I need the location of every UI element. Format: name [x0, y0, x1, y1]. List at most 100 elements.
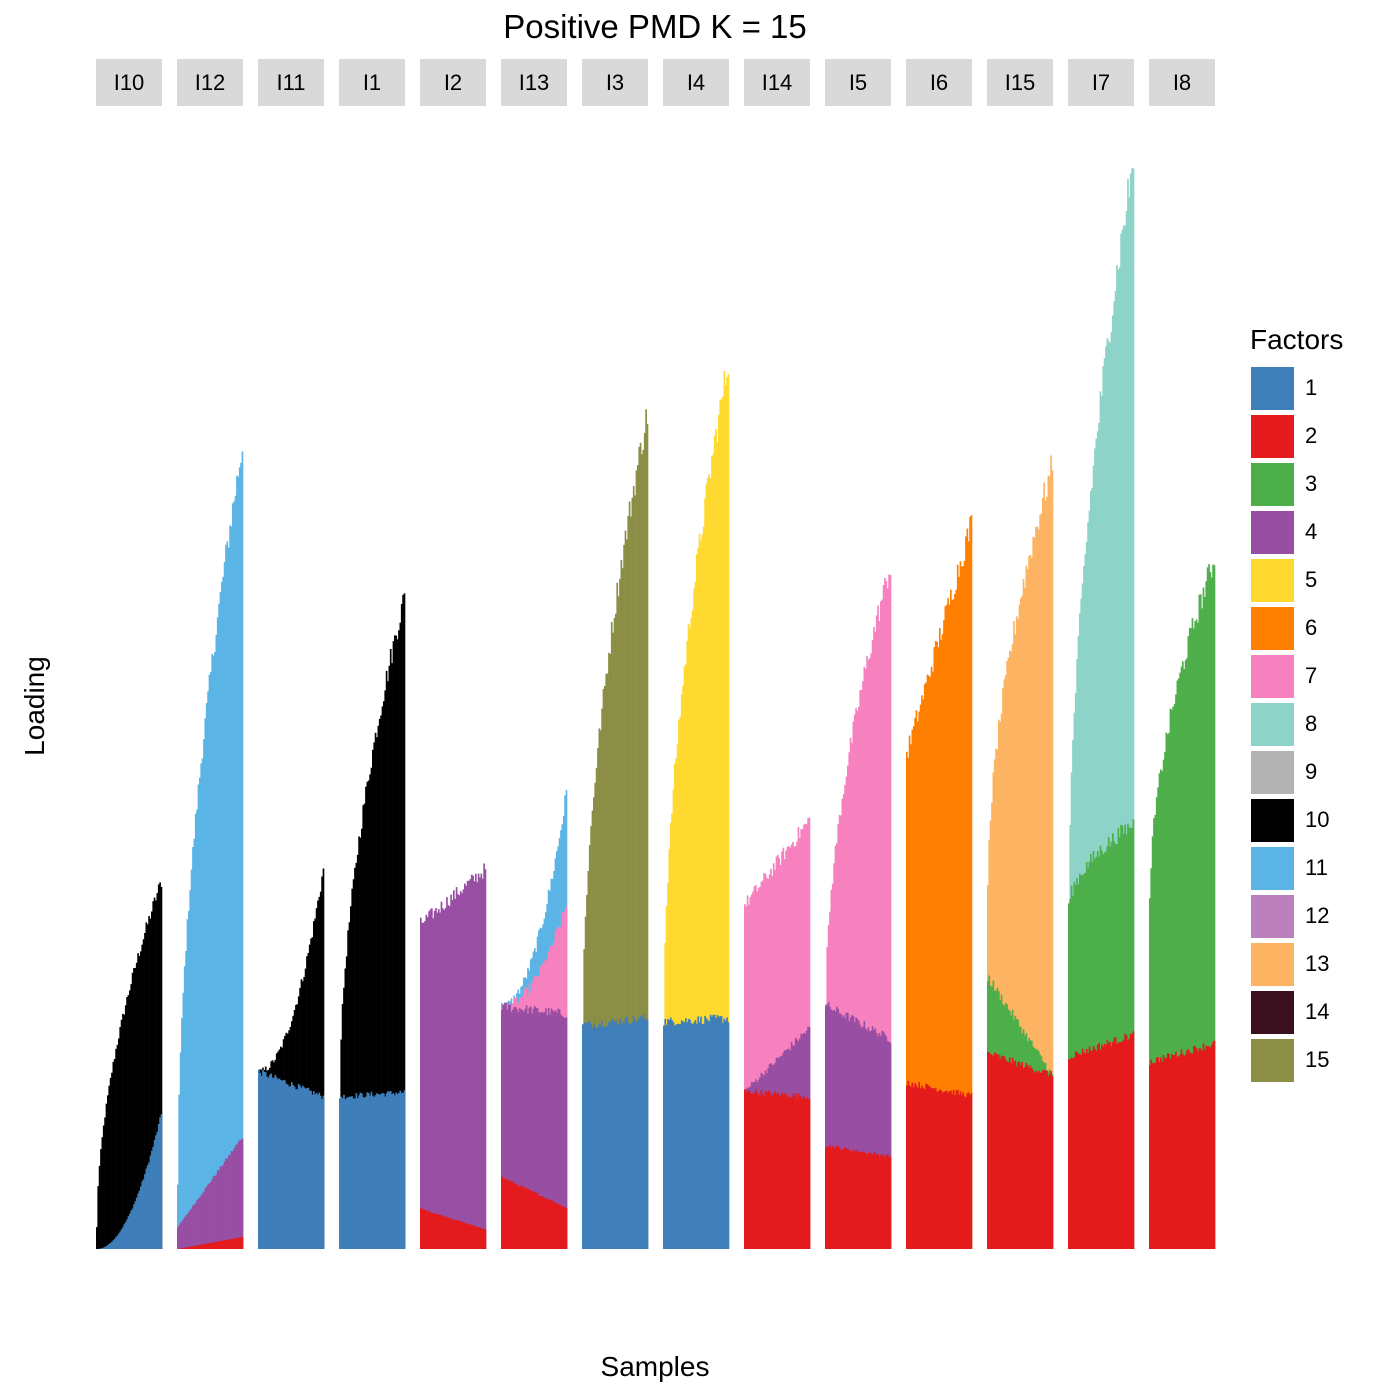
bar-i2-factor-4 [462, 889, 465, 1249]
bar-i6-factor-2 [967, 1092, 970, 1249]
bar-i8-factor-2 [1182, 1053, 1184, 1249]
bar-i5-factor-2 [878, 1156, 881, 1249]
bar-i7-factor-8 [1101, 395, 1103, 1249]
bar-i12-factor-4 [204, 1188, 207, 1249]
bar-i13-factor-4 [525, 1005, 528, 1249]
bar-i13-factor-2 [528, 1189, 531, 1249]
bar-i7-factor-8 [1106, 338, 1109, 1250]
bar-i8-factor-3 [1155, 797, 1158, 1249]
legend-items: 1 2 3 4 5 6 7 8 9 10 11 12 13 14 15 [1250, 364, 1343, 1084]
bar-i12-factor-4 [238, 1139, 241, 1249]
bar-i13-factor-4 [546, 1015, 549, 1249]
bar-i7-factor-2 [1131, 1033, 1133, 1249]
bar-i5-factor-2 [862, 1152, 864, 1249]
bar-i15-factor-2 [989, 1054, 992, 1249]
bar-i3-factor-15 [641, 454, 643, 1249]
bar-i6-factor-2 [917, 1087, 919, 1249]
bar-i6-factor-2 [926, 1084, 929, 1249]
bar-i11-factor-1 [258, 1069, 260, 1249]
bar-i7-factor-2 [1099, 1049, 1102, 1249]
bar-i14-factor-7 [782, 847, 785, 1249]
bar-i5-factor-4 [859, 1024, 862, 1249]
bar-i15-factor-2 [1035, 1070, 1037, 1249]
bar-i6-factor-2 [939, 1089, 941, 1249]
bar-i14-factor-7 [759, 887, 761, 1249]
bar-i15-factor-2 [1022, 1068, 1025, 1249]
bar-i4-factor-5 [700, 540, 702, 1249]
bar-i1-factor-1 [399, 1090, 402, 1249]
bar-i8-factor-3 [1160, 769, 1162, 1249]
bar-i8-factor-2 [1206, 1046, 1209, 1249]
bar-i14-factor-7 [755, 885, 757, 1249]
bar-i2-factor-4 [476, 882, 479, 1249]
bar-i12-factor-2 [212, 1242, 215, 1249]
bar-i7-factor-8 [1129, 173, 1132, 1250]
bar-i4-factor-5 [723, 370, 726, 1249]
bar-i15-factor-2 [1036, 1072, 1039, 1249]
bar-i5-factor-4 [862, 1026, 864, 1249]
bar-i1-factor-1 [373, 1096, 376, 1249]
bar-i5-factor-2 [826, 1147, 829, 1249]
panel-i6 [906, 515, 973, 1249]
bar-i5-factor-2 [838, 1147, 841, 1249]
bar-i11-factor-1 [286, 1084, 289, 1249]
bar-i13-factor-2 [542, 1196, 544, 1249]
bar-i15-factor-2 [1020, 1065, 1022, 1249]
bar-i2-factor-4 [435, 908, 437, 1249]
bar-i1-factor-1 [361, 1093, 363, 1249]
bar-i12-factor-11 [214, 651, 216, 1249]
bar-i5-factor-7 [888, 574, 890, 1249]
bar-i6-factor-6 [965, 536, 967, 1249]
y-axis-label: Loading [19, 656, 50, 756]
bar-i11-factor-1 [314, 1094, 317, 1249]
bar-i10-factor-10 [135, 962, 138, 1249]
bar-i1-factor-1 [367, 1092, 370, 1249]
bar-i2-factor-4 [448, 906, 451, 1249]
legend-swatch [1250, 701, 1295, 747]
bar-i3-factor-15 [628, 501, 631, 1249]
bar-i15-factor-2 [1039, 1072, 1041, 1249]
bar-i15-factor-2 [1013, 1061, 1015, 1249]
legend-swatch [1250, 749, 1295, 795]
bar-i4-factor-1 [675, 1024, 678, 1249]
bar-i12-factor-4 [211, 1179, 214, 1249]
bar-i13-factor-4 [507, 1004, 510, 1249]
bar-i5-factor-4 [866, 1030, 868, 1249]
bar-i13-factor-2 [510, 1181, 513, 1249]
bar-i14-factor-2 [789, 1097, 792, 1249]
bar-i3-factor-1 [628, 1024, 631, 1249]
bar-i12-factor-4 [186, 1214, 189, 1249]
bar-i13-factor-2 [553, 1202, 555, 1249]
bar-i8-factor-2 [1202, 1043, 1205, 1249]
bar-i8-factor-2 [1183, 1055, 1186, 1249]
bar-i1-factor-10 [392, 641, 395, 1249]
bar-i6-factor-6 [955, 589, 958, 1249]
bar-i12-factor-4 [188, 1211, 190, 1249]
bar-i3-factor-1 [626, 1016, 628, 1249]
bar-i12-factor-4 [236, 1144, 238, 1249]
bar-i6-factor-2 [948, 1091, 951, 1249]
bar-i3-factor-15 [638, 446, 641, 1249]
bar-i12-factor-11 [193, 838, 196, 1249]
bar-i13-factor-2 [531, 1191, 533, 1249]
bar-i3-factor-1 [612, 1018, 614, 1249]
bar-i12-factor-2 [204, 1244, 207, 1249]
bar-i2-factor-4 [433, 910, 436, 1249]
bar-i13-factor-2 [502, 1178, 505, 1249]
bar-i15-factor-2 [1028, 1068, 1030, 1249]
bar-i2-factor-4 [461, 893, 463, 1249]
bar-i1-factor-1 [363, 1097, 366, 1249]
bar-i5-factor-4 [826, 1004, 829, 1249]
bar-i7-factor-8 [1098, 422, 1100, 1249]
bar-i12-factor-11 [234, 495, 237, 1249]
bar-i6-factor-2 [907, 1080, 910, 1249]
bar-i5-factor-2 [888, 1157, 890, 1249]
bar-i5-factor-7 [856, 710, 859, 1249]
bar-i11-factor-1 [299, 1085, 301, 1249]
bar-i3-factor-1 [615, 1019, 617, 1249]
bar-i4-factor-5 [704, 498, 706, 1249]
bar-i5-factor-4 [873, 1030, 875, 1249]
bar-i4-factor-1 [694, 1019, 697, 1249]
bar-i12-factor-11 [177, 1184, 179, 1249]
bar-i14-factor-7 [760, 881, 763, 1249]
